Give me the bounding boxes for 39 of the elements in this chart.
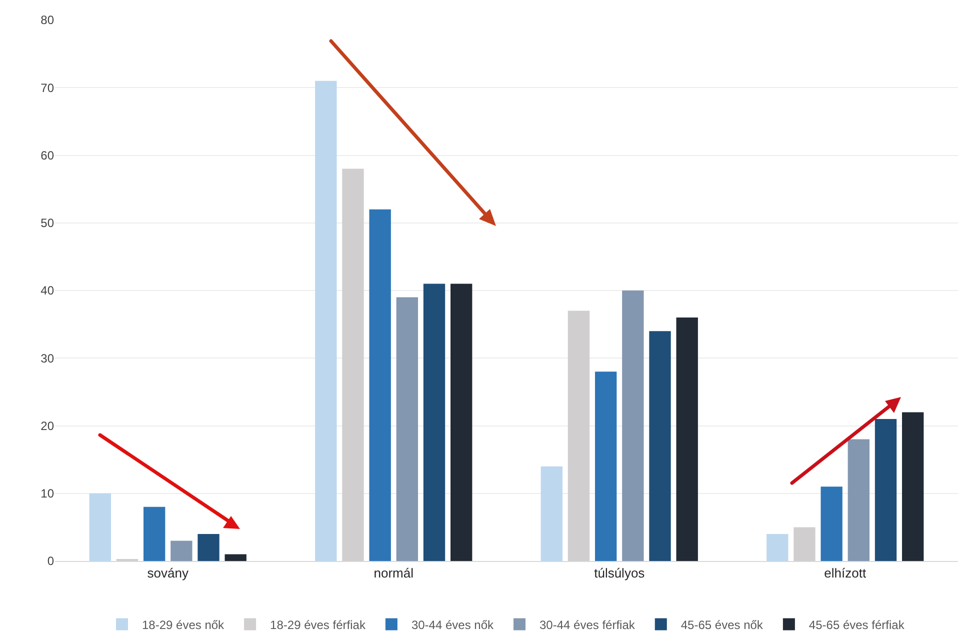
bar — [676, 318, 698, 561]
bar — [143, 506, 166, 561]
bar — [89, 493, 111, 561]
legend-label: 45-65 éves férfiak — [808, 618, 906, 632]
bar — [622, 290, 644, 561]
bar — [874, 418, 897, 561]
bar — [423, 284, 446, 561]
x-tick-label: elhízott — [824, 566, 866, 581]
x-tick-label: normál — [374, 566, 414, 581]
bar — [649, 331, 671, 561]
legend-label: 30-44 éves nők — [411, 618, 494, 632]
legend-label: 18-29 éves férfiak — [270, 618, 366, 632]
y-tick-label: 20 — [40, 418, 54, 433]
bar — [766, 534, 788, 561]
bar — [848, 439, 870, 561]
bar — [902, 412, 924, 561]
bar — [540, 466, 562, 561]
legend-label: 30-44 éves férfiak — [539, 618, 636, 632]
bar — [198, 534, 220, 561]
bar — [450, 284, 472, 561]
y-tick-label: 40 — [40, 284, 54, 298]
bar — [594, 372, 617, 561]
y-tick-label: 80 — [40, 13, 54, 28]
legend-label: 18-29 éves nők — [142, 618, 226, 632]
y-tick-label: 10 — [40, 486, 54, 501]
bar — [820, 486, 842, 561]
x-tick-label: túlsúlyos — [594, 566, 646, 581]
y-tick-label: 0 — [47, 554, 54, 568]
bar — [170, 540, 192, 561]
bar — [224, 554, 246, 561]
bar — [315, 80, 337, 561]
y-tick-label: 30 — [40, 351, 54, 366]
legend-label: 45-65 éves nők — [680, 618, 764, 632]
y-tick-label: 50 — [40, 216, 54, 230]
bar — [369, 209, 391, 561]
y-tick-label: 60 — [40, 148, 54, 162]
y-tick-label: 70 — [40, 80, 54, 95]
bar — [396, 297, 418, 561]
x-tick-label: sovány — [147, 566, 189, 581]
